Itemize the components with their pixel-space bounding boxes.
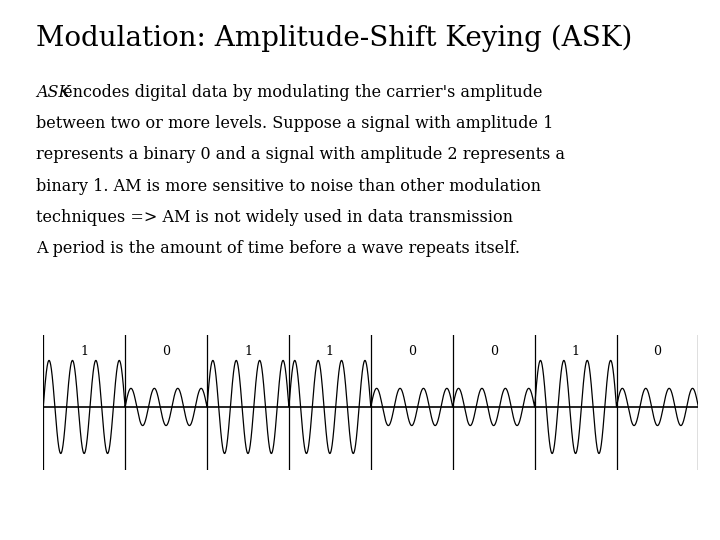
Text: Modulation: Amplitude-Shift Keying (ASK): Modulation: Amplitude-Shift Keying (ASK)	[36, 24, 632, 52]
Text: 1: 1	[80, 345, 88, 358]
Text: 0: 0	[490, 345, 498, 358]
Text: 1: 1	[572, 345, 580, 358]
Text: represents a binary 0 and a signal with amplitude 2 represents a: represents a binary 0 and a signal with …	[36, 146, 565, 163]
Text: techniques => AM is not widely used in data transmission: techniques => AM is not widely used in d…	[36, 209, 513, 226]
Text: between two or more levels. Suppose a signal with amplitude 1: between two or more levels. Suppose a si…	[36, 115, 554, 132]
Text: 0: 0	[654, 345, 662, 358]
Text: A period is the amount of time before a wave repeats itself.: A period is the amount of time before a …	[36, 240, 520, 257]
Text: 0: 0	[408, 345, 415, 358]
Text: binary 1. AM is more sensitive to noise than other modulation: binary 1. AM is more sensitive to noise …	[36, 178, 541, 194]
Text: 1: 1	[326, 345, 334, 358]
Text: 1: 1	[244, 345, 252, 358]
Text: encodes digital data by modulating the carrier's amplitude: encodes digital data by modulating the c…	[58, 84, 543, 100]
Text: ASK: ASK	[36, 84, 71, 100]
Text: 0: 0	[162, 345, 170, 358]
